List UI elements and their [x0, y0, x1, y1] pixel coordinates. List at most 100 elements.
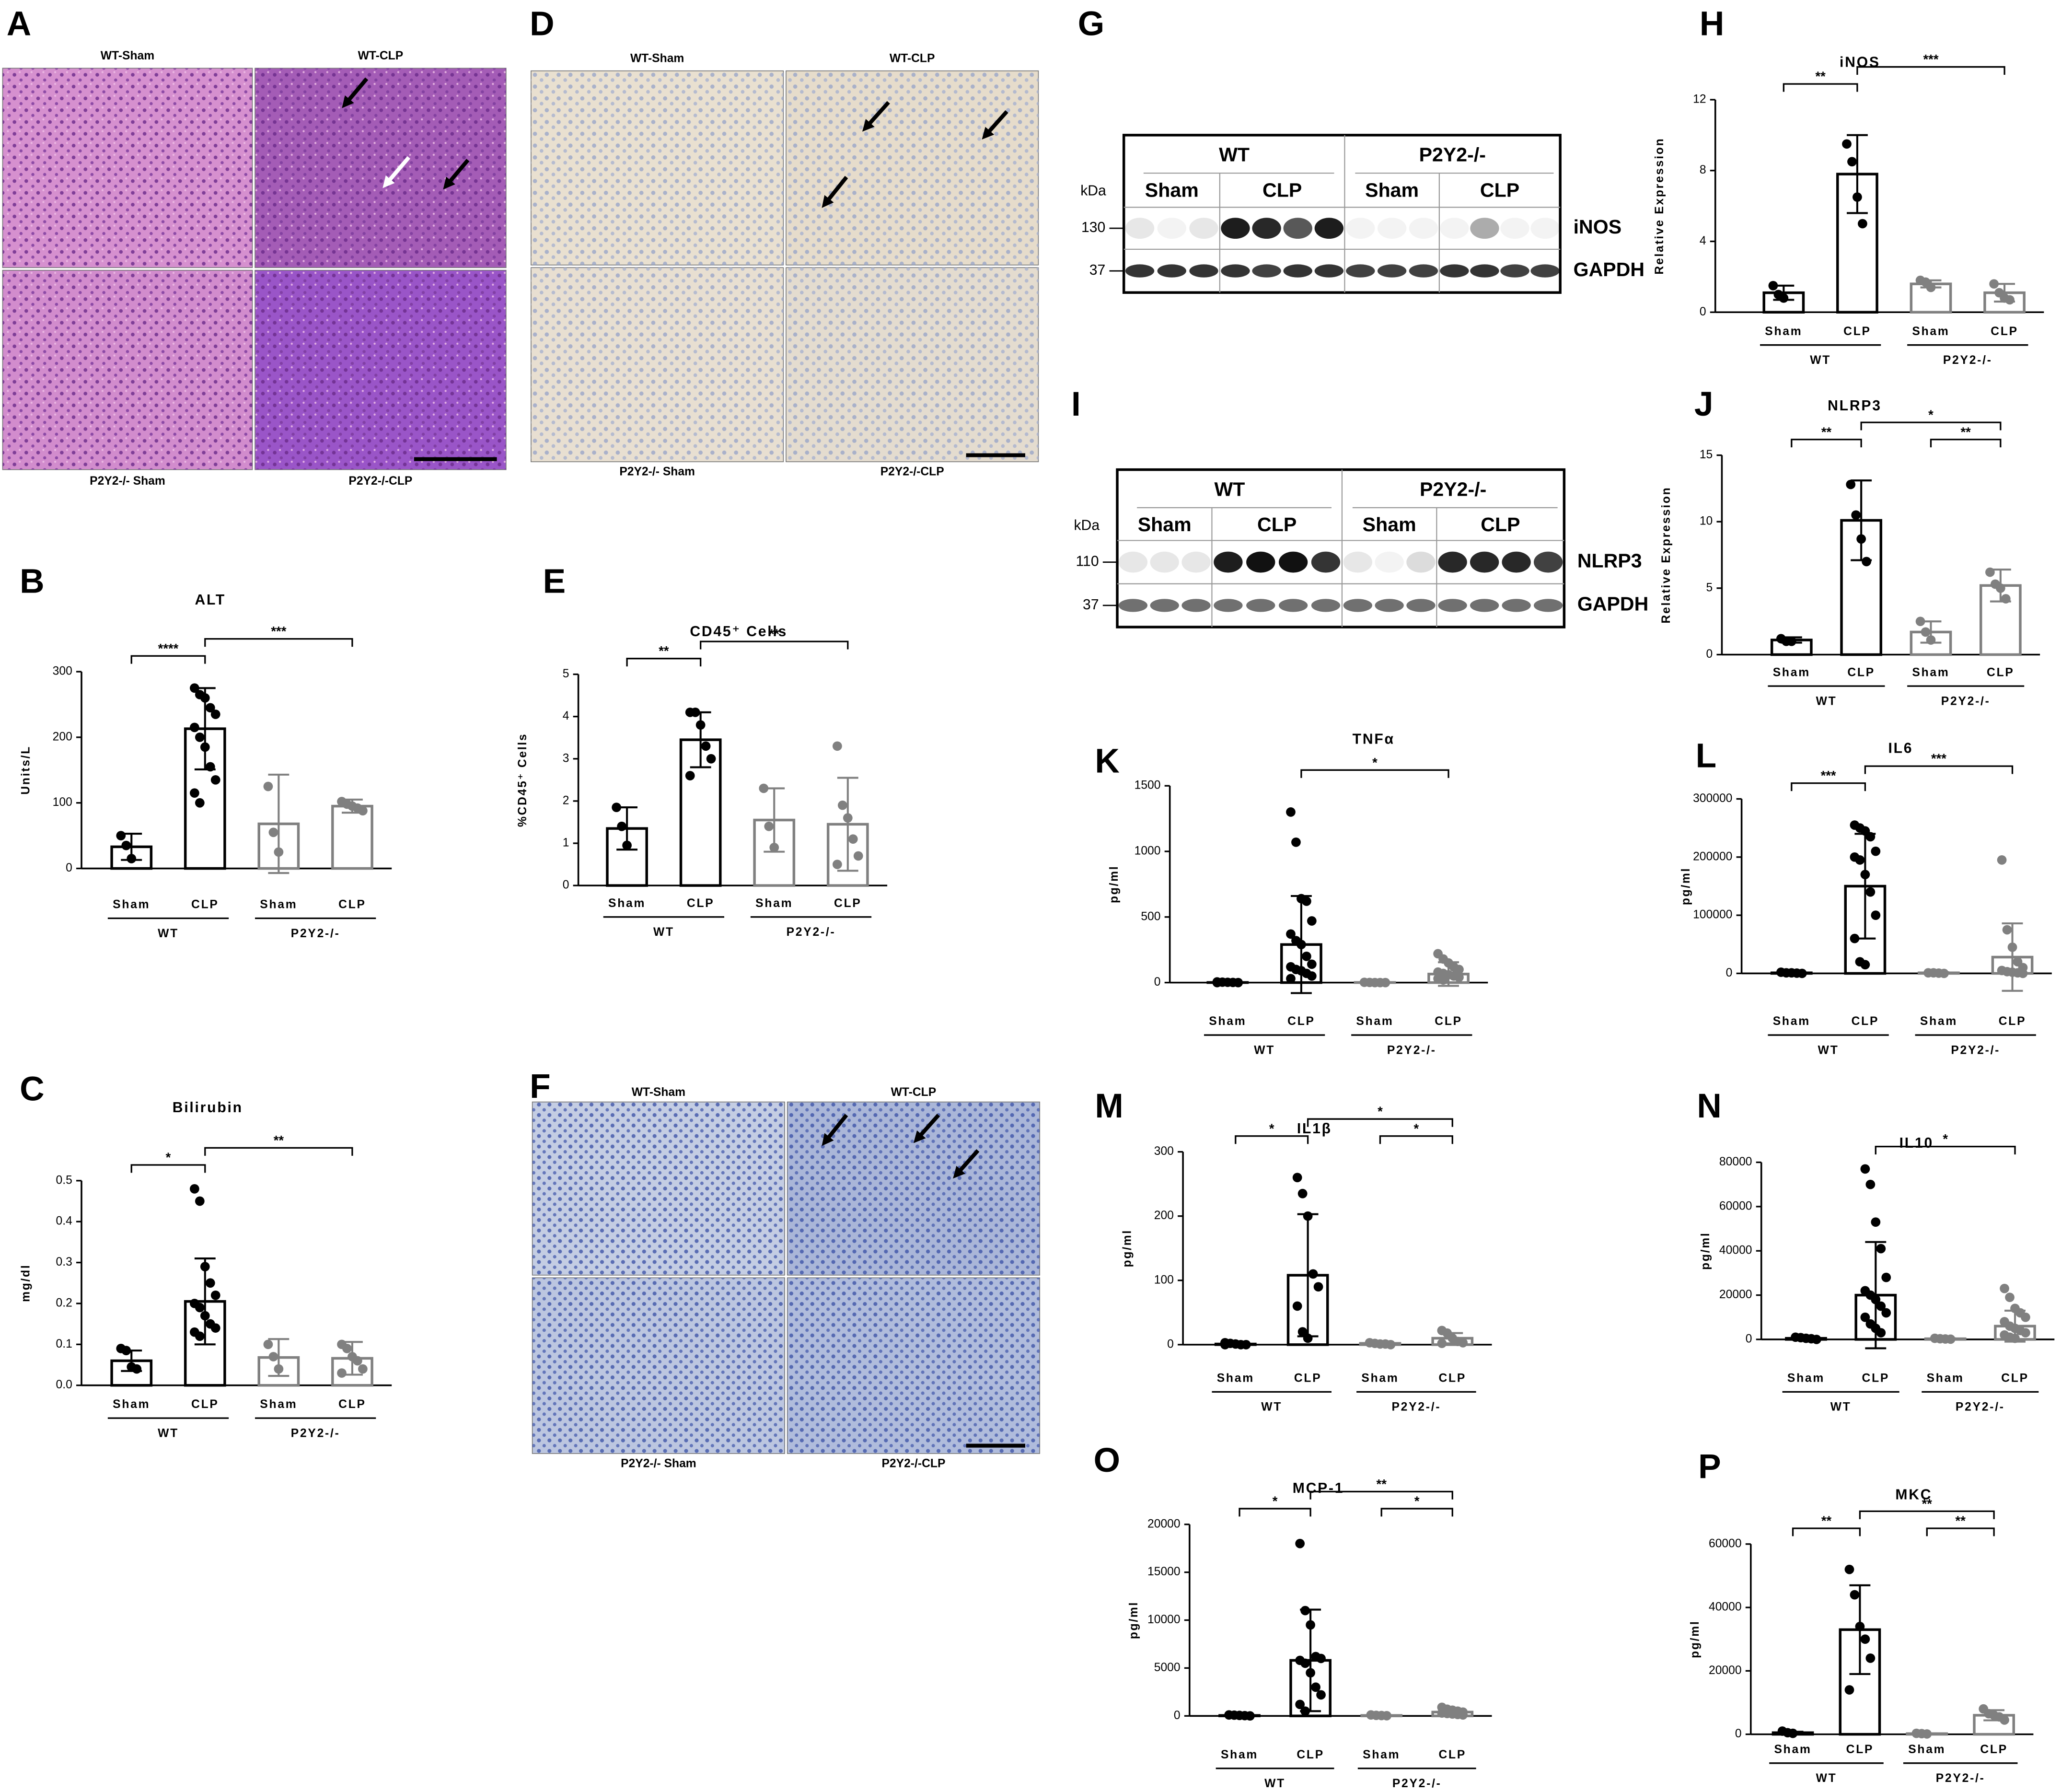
significance-bracket	[1791, 782, 1866, 791]
data-point	[769, 842, 779, 852]
y-tick-label: 40000	[1719, 1244, 1752, 1257]
data-point	[764, 821, 774, 831]
group-label: P2Y2-/-	[291, 1427, 340, 1440]
data-point	[1316, 1690, 1326, 1700]
significance-bracket	[1380, 1508, 1453, 1517]
arrow	[382, 156, 411, 188]
condition-label: CLP	[1257, 513, 1297, 535]
significance-bracket	[204, 638, 353, 647]
group-label: WT	[158, 927, 179, 940]
marker-label: 110	[1076, 554, 1099, 570]
data-point	[1856, 534, 1866, 544]
data-point	[695, 720, 706, 730]
x-tick-label: Sham	[755, 897, 793, 910]
significance-label: *	[1943, 1131, 1948, 1146]
panel-letter: D	[530, 5, 554, 43]
group-label: WT	[1254, 1044, 1275, 1057]
y-tick-label: 10000	[1147, 1613, 1181, 1626]
band	[1406, 551, 1436, 573]
group-label: P2Y2-/-	[1956, 1401, 2005, 1414]
x-tick-label: Sham	[113, 898, 150, 911]
x-tick-label: Sham	[1773, 666, 1810, 679]
band	[1314, 264, 1344, 278]
data-point	[1303, 1333, 1313, 1343]
band	[1157, 218, 1186, 239]
data-point	[617, 821, 627, 831]
y-tick-label: 40000	[1709, 1601, 1742, 1614]
significance-label: **	[1815, 69, 1826, 84]
significance-bracket	[1307, 1118, 1453, 1127]
significance-bracket	[1791, 439, 1862, 448]
band	[1118, 551, 1148, 573]
data-point	[205, 1278, 215, 1288]
band	[1438, 599, 1467, 612]
significance-label: **	[274, 1133, 284, 1148]
data-point	[195, 1331, 205, 1341]
group-label: WT	[1816, 1772, 1837, 1785]
panel-letter: M	[1095, 1087, 1123, 1125]
condition-label: CLP	[1262, 179, 1302, 201]
significance-bracket	[1926, 1527, 1995, 1536]
y-tick-label: 300	[53, 665, 72, 678]
panel-letter: I	[1071, 385, 1081, 423]
x-tick-label: CLP	[338, 1398, 366, 1411]
micrograph-label: WT-Sham	[101, 49, 154, 62]
data-point	[701, 741, 711, 751]
significance-bracket	[1379, 1135, 1453, 1144]
data-point	[1844, 1564, 1854, 1574]
x-tick-label: Sham	[1217, 1372, 1254, 1385]
significance-bracket	[1875, 1146, 2016, 1155]
significance-label: ***	[271, 624, 286, 639]
y-axis-label: pg/ml	[1689, 1620, 1702, 1658]
significance-label: **	[769, 627, 780, 641]
band	[1406, 599, 1436, 612]
significance-bracket	[1856, 66, 2005, 75]
panel-letter: K	[1095, 742, 1119, 780]
y-axis-label: pg/ml	[1699, 1232, 1712, 1270]
data-point	[1386, 1340, 1396, 1350]
band	[1125, 218, 1155, 239]
panel-letter: N	[1697, 1087, 1721, 1125]
significance-label: **	[1377, 1477, 1387, 1491]
data-point	[1300, 1706, 1310, 1716]
data-point	[1286, 974, 1296, 984]
significance-label: *	[1269, 1121, 1274, 1136]
data-point	[1300, 1658, 1310, 1668]
band	[1343, 551, 1373, 573]
data-point	[1850, 1590, 1860, 1600]
group-label: P2Y2-/-	[1391, 1401, 1441, 1414]
data-point	[1458, 1710, 1468, 1720]
micrograph-texture	[532, 1278, 785, 1454]
data-point	[1307, 959, 1317, 969]
x-tick-label: Sham	[1912, 666, 1949, 679]
data-point	[837, 800, 847, 810]
data-point	[1302, 952, 1311, 961]
data-point	[1295, 1699, 1305, 1710]
data-point	[2000, 1715, 2009, 1725]
panel-letter: G	[1078, 5, 1104, 43]
band	[1470, 264, 1499, 278]
data-point	[1989, 279, 1999, 289]
chart-title: MKC	[1895, 1487, 1932, 1503]
data-point	[1860, 1312, 1870, 1322]
group-label: P2Y2-/-	[1936, 1772, 1985, 1785]
x-tick-label: CLP	[1847, 666, 1875, 679]
data-point	[1311, 1682, 1320, 1692]
significance-label: *	[1928, 407, 1934, 422]
band	[1118, 599, 1148, 612]
band	[1189, 264, 1218, 278]
significance-bracket	[130, 1164, 206, 1173]
y-tick-label: 200	[53, 730, 72, 743]
data-point	[189, 1184, 199, 1194]
band	[1181, 599, 1211, 612]
significance-bracket	[1235, 1135, 1309, 1144]
chart-title: NLRP3	[1828, 398, 1882, 414]
band	[1470, 218, 1499, 239]
data-point	[622, 840, 632, 850]
data-point	[1292, 1301, 1302, 1311]
band	[1221, 264, 1250, 278]
data-point	[195, 1303, 205, 1313]
x-tick-label: Sham	[1908, 1743, 1945, 1756]
data-point	[189, 683, 199, 693]
data-point	[1308, 1269, 1318, 1279]
